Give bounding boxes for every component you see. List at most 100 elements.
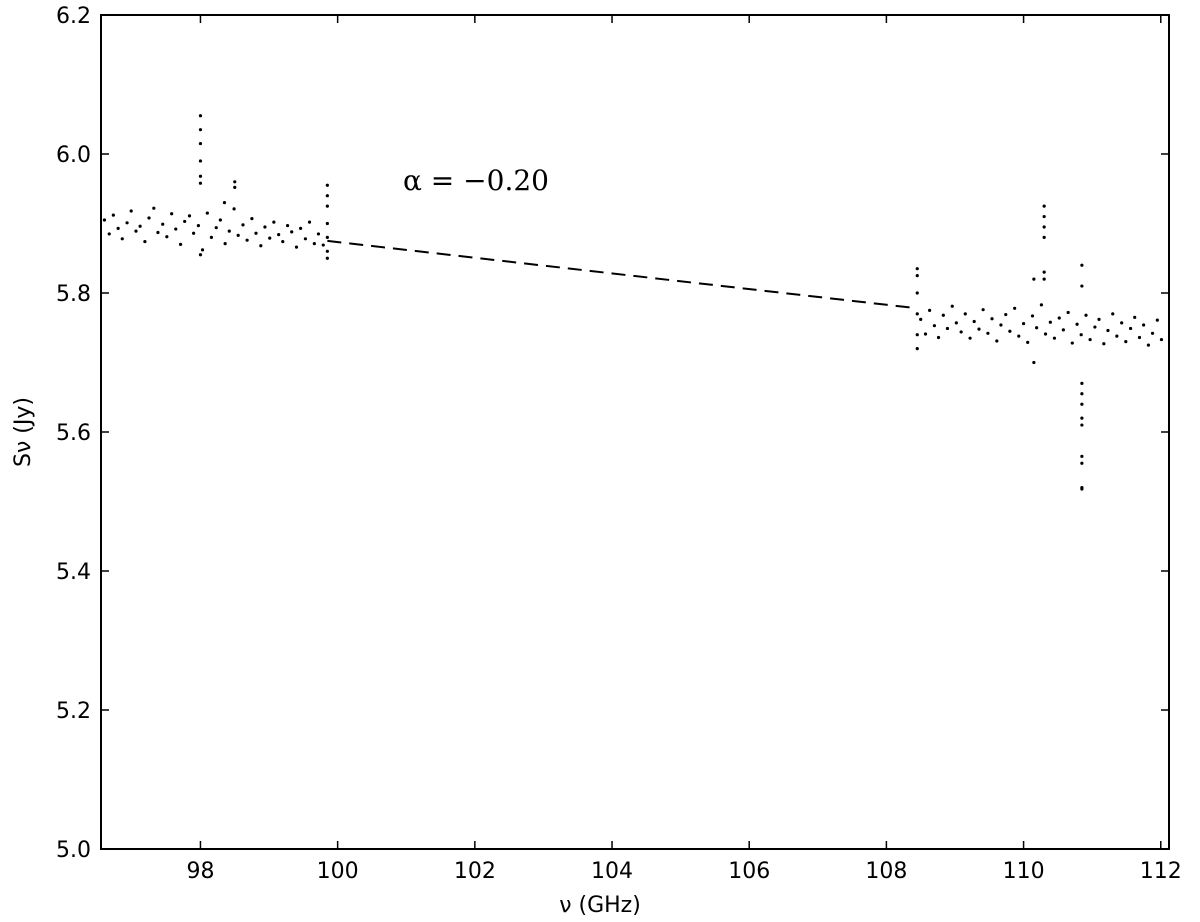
x-tick-label: 112: [1140, 859, 1182, 884]
data-point: [1042, 214, 1046, 219]
data-point: [915, 347, 919, 351]
y-tick-label: 5.6: [56, 421, 91, 446]
data-point: [161, 222, 165, 226]
data-point: [134, 229, 138, 233]
data-point: [1088, 337, 1092, 342]
data-point: [1120, 321, 1124, 325]
data-point: [1097, 317, 1101, 322]
data-point: [125, 221, 129, 225]
data-point: [1042, 225, 1046, 229]
data-point: [1026, 340, 1030, 344]
data-point: [1146, 343, 1151, 347]
data-point: [294, 245, 299, 249]
data-point: [928, 308, 932, 312]
data-point: [941, 313, 945, 317]
data-point: [1084, 313, 1088, 317]
data-point: [111, 213, 115, 217]
data-point: [936, 335, 941, 340]
data-point: [250, 217, 254, 221]
data-point: [192, 231, 196, 235]
data-point: [968, 336, 972, 340]
data-point: [1042, 204, 1046, 208]
data-point: [919, 317, 923, 322]
data-point: [281, 239, 285, 244]
x-tick-label: 108: [865, 859, 907, 884]
data-point: [915, 333, 919, 337]
data-point: [1070, 341, 1074, 345]
data-point: [321, 243, 325, 247]
data-point: [325, 194, 329, 198]
y-tick-label: 6.2: [56, 4, 91, 29]
data-point: [1043, 332, 1048, 336]
data-point: [156, 230, 160, 235]
data-point: [1137, 335, 1142, 340]
data-point: [325, 235, 329, 239]
data-point: [218, 218, 222, 222]
x-tick-label: 98: [186, 859, 214, 884]
data-point: [915, 312, 919, 316]
data-point: [981, 308, 985, 312]
data-point: [312, 242, 316, 246]
data-point: [200, 248, 205, 252]
data-point: [107, 232, 111, 236]
x-tick-label: 110: [1003, 859, 1045, 884]
data-point: [1102, 342, 1106, 346]
data-point: [198, 141, 203, 146]
data-point: [170, 212, 174, 216]
data-point: [245, 238, 249, 242]
data-point: [990, 317, 994, 321]
x-tick-label: 106: [728, 859, 770, 884]
data-point: [1035, 326, 1039, 330]
data-point: [1042, 235, 1046, 239]
data-point: [198, 181, 203, 185]
data-point: [233, 180, 237, 184]
x-tick-label: 100: [317, 859, 359, 884]
data-point: [923, 332, 928, 336]
data-point: [1052, 336, 1057, 340]
data-point: [1004, 312, 1008, 317]
data-point: [227, 229, 231, 233]
y-axis-label: Sν (Jy): [11, 397, 36, 467]
data-point: [198, 253, 203, 257]
data-point: [254, 231, 258, 235]
data-point: [1032, 277, 1036, 281]
data-point: [1057, 316, 1061, 320]
data-point: [178, 242, 183, 246]
data-point: [209, 235, 214, 239]
data-point: [1128, 326, 1133, 331]
data-point: [1030, 314, 1035, 318]
data-point: [1133, 315, 1137, 319]
data-point: [102, 218, 107, 222]
data-point: [196, 223, 201, 228]
annotation: α = −0.20: [403, 164, 549, 197]
data-point: [915, 274, 919, 278]
data-point: [1008, 329, 1012, 333]
data-point: [1013, 306, 1017, 310]
data-point: [1080, 487, 1084, 491]
data-point: [1080, 263, 1084, 267]
x-tick-label: 104: [591, 859, 633, 884]
data-point: [233, 185, 237, 189]
data-point: [1075, 322, 1079, 326]
data-point: [303, 237, 308, 241]
data-point: [1106, 328, 1110, 333]
data-point: [198, 159, 203, 163]
data-point: [198, 114, 203, 118]
data-point: [1061, 328, 1065, 332]
y-tick-label: 6.0: [56, 143, 91, 168]
data-point: [1080, 416, 1084, 420]
data-point: [1093, 325, 1097, 329]
data-point: [915, 267, 919, 271]
data-point: [1042, 270, 1046, 274]
data-point: [986, 331, 990, 335]
data-point: [152, 206, 156, 210]
data-point: [1080, 402, 1084, 406]
data-point: [263, 225, 267, 229]
data-point: [1032, 360, 1036, 365]
data-point: [1080, 423, 1084, 427]
plot-frame: [100, 14, 1170, 850]
data-point: [1080, 454, 1084, 458]
data-point: [138, 224, 142, 228]
data-point: [120, 237, 124, 241]
data-point: [1155, 318, 1159, 322]
